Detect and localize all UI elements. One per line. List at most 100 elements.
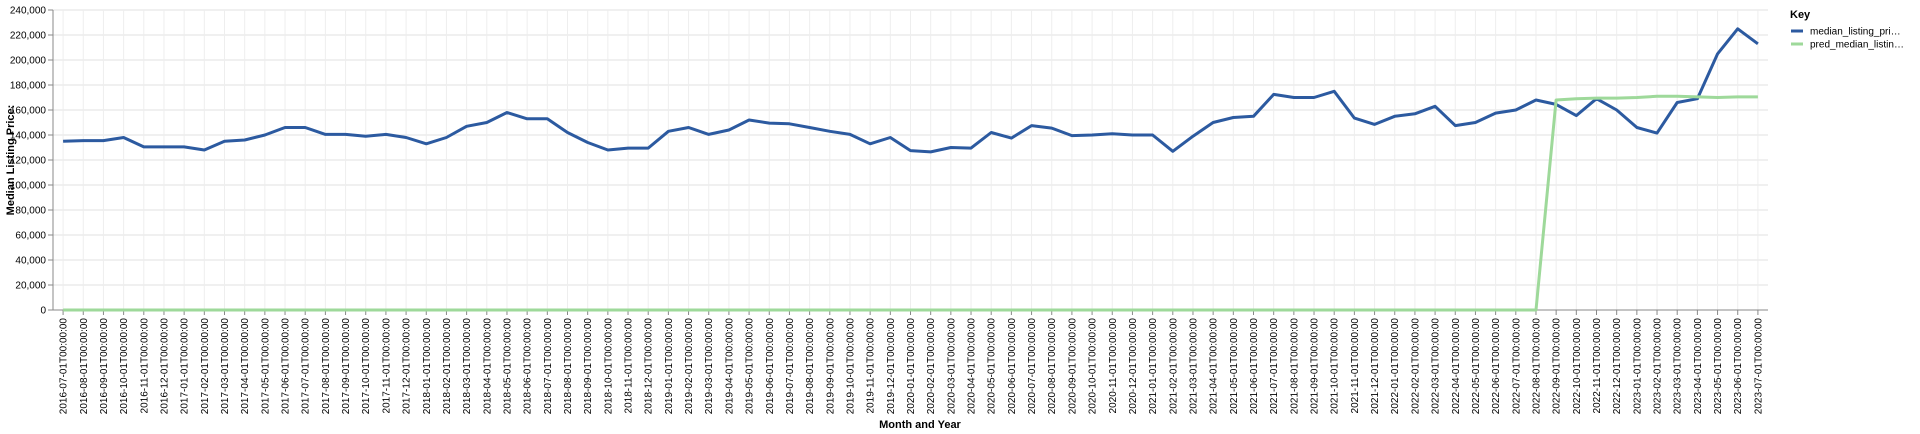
x-tick-label: 2021-08-01T00:00:00 bbox=[1289, 318, 1300, 415]
x-tick-label: 2021-11-01T00:00:00 bbox=[1350, 318, 1361, 414]
y-tick-label: 80,000 bbox=[15, 206, 46, 217]
x-tick-label: 2019-02-01T00:00:00 bbox=[684, 318, 695, 415]
x-tick-label: 2022-07-01T00:00:00 bbox=[1511, 318, 1522, 415]
x-tick-label: 2020-02-01T00:00:00 bbox=[926, 318, 937, 415]
x-tick-label: 2017-10-01T00:00:00 bbox=[361, 318, 372, 415]
y-tick-label: 120,000 bbox=[10, 156, 47, 167]
x-tick-label: 2019-10-01T00:00:00 bbox=[845, 318, 856, 415]
x-tick-label: 2023-04-01T00:00:00 bbox=[1693, 318, 1704, 415]
x-tick-label: 2019-04-01T00:00:00 bbox=[724, 318, 735, 415]
y-tick-label: 140,000 bbox=[10, 131, 47, 142]
y-tick-label: 100,000 bbox=[10, 181, 47, 192]
x-tick-label: 2018-01-01T00:00:00 bbox=[422, 318, 433, 415]
x-tick-label: 2020-04-01T00:00:00 bbox=[967, 318, 978, 415]
x-tick-label: 2018-05-01T00:00:00 bbox=[502, 318, 513, 415]
x-tick-label: 2021-12-01T00:00:00 bbox=[1370, 318, 1381, 415]
x-tick-label: 2019-11-01T00:00:00 bbox=[866, 318, 877, 414]
x-tick-label: 2018-09-01T00:00:00 bbox=[583, 318, 594, 415]
x-tick-label: 2020-03-01T00:00:00 bbox=[946, 318, 957, 415]
x-tick-label: 2021-04-01T00:00:00 bbox=[1209, 318, 1220, 415]
x-tick-label: 2019-09-01T00:00:00 bbox=[825, 318, 836, 415]
x-tick-label: 2023-01-01T00:00:00 bbox=[1632, 318, 1643, 415]
x-tick-label: 2016-11-01T00:00:00 bbox=[139, 318, 150, 414]
x-tick-label: 2022-05-01T00:00:00 bbox=[1471, 318, 1482, 415]
series-line-2 bbox=[63, 94, 1758, 312]
x-tick-label: 2018-10-01T00:00:00 bbox=[603, 318, 614, 415]
y-tick-label: 220,000 bbox=[10, 31, 47, 42]
x-axis-title: Month and Year bbox=[879, 419, 961, 431]
gridlines bbox=[53, 9, 1768, 311]
x-tick-label: 2018-04-01T00:00:00 bbox=[482, 318, 493, 415]
x-tick-label: 2023-05-01T00:00:00 bbox=[1713, 318, 1724, 415]
legend-title: Key bbox=[1790, 9, 1811, 21]
x-tick-label: 2017-04-01T00:00:00 bbox=[240, 318, 251, 415]
x-tick-label: 2021-07-01T00:00:00 bbox=[1269, 318, 1280, 415]
x-tick-label: 2022-04-01T00:00:00 bbox=[1451, 318, 1462, 415]
x-tick-label: 2016-07-01T00:00:00 bbox=[59, 318, 70, 415]
x-tick-label: 2022-11-01T00:00:00 bbox=[1592, 318, 1603, 414]
x-tick-label: 2022-08-01T00:00:00 bbox=[1531, 318, 1542, 415]
legend-label: pred_median_listin… bbox=[1810, 40, 1904, 51]
y-tick-label: 60,000 bbox=[15, 231, 46, 242]
x-tick-label: 2017-07-01T00:00:00 bbox=[301, 318, 312, 415]
x-tick-label: 2021-05-01T00:00:00 bbox=[1229, 318, 1240, 415]
x-tick-label: 2017-06-01T00:00:00 bbox=[281, 318, 292, 415]
x-tick-label: 2022-09-01T00:00:00 bbox=[1552, 318, 1563, 415]
x-tick-label: 2020-11-01T00:00:00 bbox=[1108, 318, 1119, 414]
legend: Key median_listing_pri… pred_median_listi… bbox=[1790, 9, 1904, 51]
x-tick-label: 2023-02-01T00:00:00 bbox=[1653, 318, 1664, 415]
x-tick-label: 2022-01-01T00:00:00 bbox=[1390, 318, 1401, 415]
x-tick-label: 2018-03-01T00:00:00 bbox=[462, 318, 473, 415]
y-tick-label: 160,000 bbox=[10, 106, 47, 117]
x-tick-label: 2020-08-01T00:00:00 bbox=[1047, 318, 1058, 415]
x-tick-label: 2022-03-01T00:00:00 bbox=[1431, 318, 1442, 415]
y-tick-label: 240,000 bbox=[10, 6, 47, 17]
x-tick-label: 2017-02-01T00:00:00 bbox=[200, 318, 211, 415]
x-tick-label: 2019-05-01T00:00:00 bbox=[745, 318, 756, 415]
x-tick-label: 2018-02-01T00:00:00 bbox=[442, 318, 453, 415]
y-tick-label: 40,000 bbox=[15, 256, 46, 267]
x-tick-label: 2016-08-01T00:00:00 bbox=[79, 318, 90, 415]
x-tick-label: 2016-10-01T00:00:00 bbox=[119, 318, 130, 415]
x-tick-label: 2018-12-01T00:00:00 bbox=[644, 318, 655, 415]
y-tick-label: 20,000 bbox=[15, 281, 46, 292]
x-tick-label: 2019-06-01T00:00:00 bbox=[765, 318, 776, 415]
x-tick-label: 2021-03-01T00:00:00 bbox=[1188, 318, 1199, 415]
x-axis-ticks: 2016-07-01T00:00:00 2016-08-01T00:00:00 20… bbox=[59, 310, 1764, 415]
x-tick-label: 2017-11-01T00:00:00 bbox=[381, 318, 392, 414]
x-tick-label: 2017-01-01T00:00:00 bbox=[180, 318, 191, 415]
x-tick-label: 2017-12-01T00:00:00 bbox=[402, 318, 413, 415]
x-tick-label: 2018-06-01T00:00:00 bbox=[523, 318, 534, 415]
y-axis-title: Median Listing Price: bbox=[5, 105, 17, 216]
x-tick-label: 2021-02-01T00:00:00 bbox=[1168, 318, 1179, 415]
x-tick-label: 2020-05-01T00:00:00 bbox=[987, 318, 998, 415]
x-tick-label: 2020-10-01T00:00:00 bbox=[1088, 318, 1099, 415]
y-tick-label: 200,000 bbox=[10, 56, 47, 67]
x-tick-label: 2018-11-01T00:00:00 bbox=[624, 318, 635, 414]
x-tick-label: 2019-08-01T00:00:00 bbox=[805, 318, 816, 415]
x-tick-label: 2018-08-01T00:00:00 bbox=[563, 318, 574, 415]
x-tick-label: 2017-03-01T00:00:00 bbox=[220, 318, 231, 415]
x-tick-label: 2020-09-01T00:00:00 bbox=[1067, 318, 1078, 415]
x-tick-label: 2017-08-01T00:00:00 bbox=[321, 318, 332, 415]
x-tick-label: 2021-06-01T00:00:00 bbox=[1249, 318, 1260, 415]
x-tick-label: 2017-09-01T00:00:00 bbox=[341, 318, 352, 415]
y-axis-ticks: 0 20,000 40,000 60,000 80,000 100,000 120,000 1… bbox=[10, 6, 53, 317]
x-tick-label: 2021-09-01T00:00:00 bbox=[1310, 318, 1321, 415]
x-tick-label: 2019-01-01T00:00:00 bbox=[664, 318, 675, 415]
x-tick-label: 2021-10-01T00:00:00 bbox=[1330, 318, 1341, 415]
x-tick-label: 2020-07-01T00:00:00 bbox=[1027, 318, 1038, 415]
x-tick-label: 2023-07-01T00:00:00 bbox=[1753, 318, 1764, 415]
x-tick-label: 2022-06-01T00:00:00 bbox=[1491, 318, 1502, 415]
x-tick-label: 2020-12-01T00:00:00 bbox=[1128, 318, 1139, 415]
x-tick-label: 2022-02-01T00:00:00 bbox=[1410, 318, 1421, 415]
series-line-1 bbox=[63, 27, 1759, 154]
x-tick-label: 2018-07-01T00:00:00 bbox=[543, 318, 554, 415]
x-tick-label: 2022-10-01T00:00:00 bbox=[1572, 318, 1583, 415]
x-tick-label: 2023-03-01T00:00:00 bbox=[1673, 318, 1684, 415]
x-tick-label: 2020-06-01T00:00:00 bbox=[1007, 318, 1018, 415]
legend-label: median_listing_pri… bbox=[1810, 27, 1901, 38]
x-tick-label: 2019-12-01T00:00:00 bbox=[886, 318, 897, 415]
y-tick-label: 0 bbox=[40, 306, 46, 317]
